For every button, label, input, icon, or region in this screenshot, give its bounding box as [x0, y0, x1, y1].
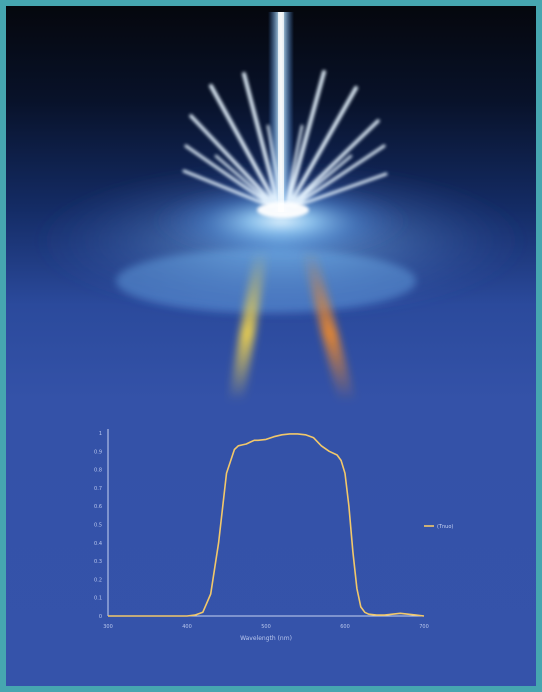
glow-core [151, 181, 411, 261]
x-axis-title: Wavelength (nm) [240, 635, 292, 642]
legend-label: (Tnuo) [437, 524, 453, 530]
x-tick-label: 500 [261, 624, 271, 630]
y-tick-label: 0.5 [94, 523, 102, 529]
y-tick-label: 0.3 [94, 559, 102, 565]
orange-emission-streak [302, 251, 356, 401]
y-tick-label: 0 [99, 614, 102, 620]
spray-streaks [182, 70, 388, 208]
yellow-emission-streak [228, 251, 268, 401]
y-tick-label: 0.1 [94, 596, 102, 602]
x-tick-label: 400 [182, 624, 192, 630]
y-tick-label: 0.2 [94, 577, 102, 583]
x-tick-label: 700 [419, 624, 429, 630]
series-line-tnuo [108, 433, 425, 617]
laser-beam-core [278, 12, 284, 212]
y-tick-label: 0.6 [94, 504, 102, 510]
y-tick-label: 0.9 [94, 449, 102, 455]
glow-lower [116, 249, 416, 313]
x-axis-ticks: 300 400 500 600 700 [103, 624, 429, 630]
y-tick-label: 0.8 [94, 468, 102, 474]
x-tick-label: 300 [103, 624, 113, 630]
y-tick-label: 1 [99, 431, 102, 437]
legend: (Tnuo) [424, 524, 453, 530]
y-tick-label: 0.7 [94, 486, 102, 492]
y-tick-label: 0.4 [94, 541, 102, 547]
y-axis-ticks: 0 0.1 0.2 0.3 0.4 0.5 0.6 0.7 0.8 0.9 1 [94, 431, 102, 620]
x-tick-label: 600 [340, 624, 350, 630]
laser-illustration [31, 12, 531, 401]
spectrum-chart: 0 0.1 0.2 0.3 0.4 0.5 0.6 0.7 0.8 0.9 1 300 400 500 6… [94, 429, 453, 642]
impact-point [257, 202, 309, 218]
